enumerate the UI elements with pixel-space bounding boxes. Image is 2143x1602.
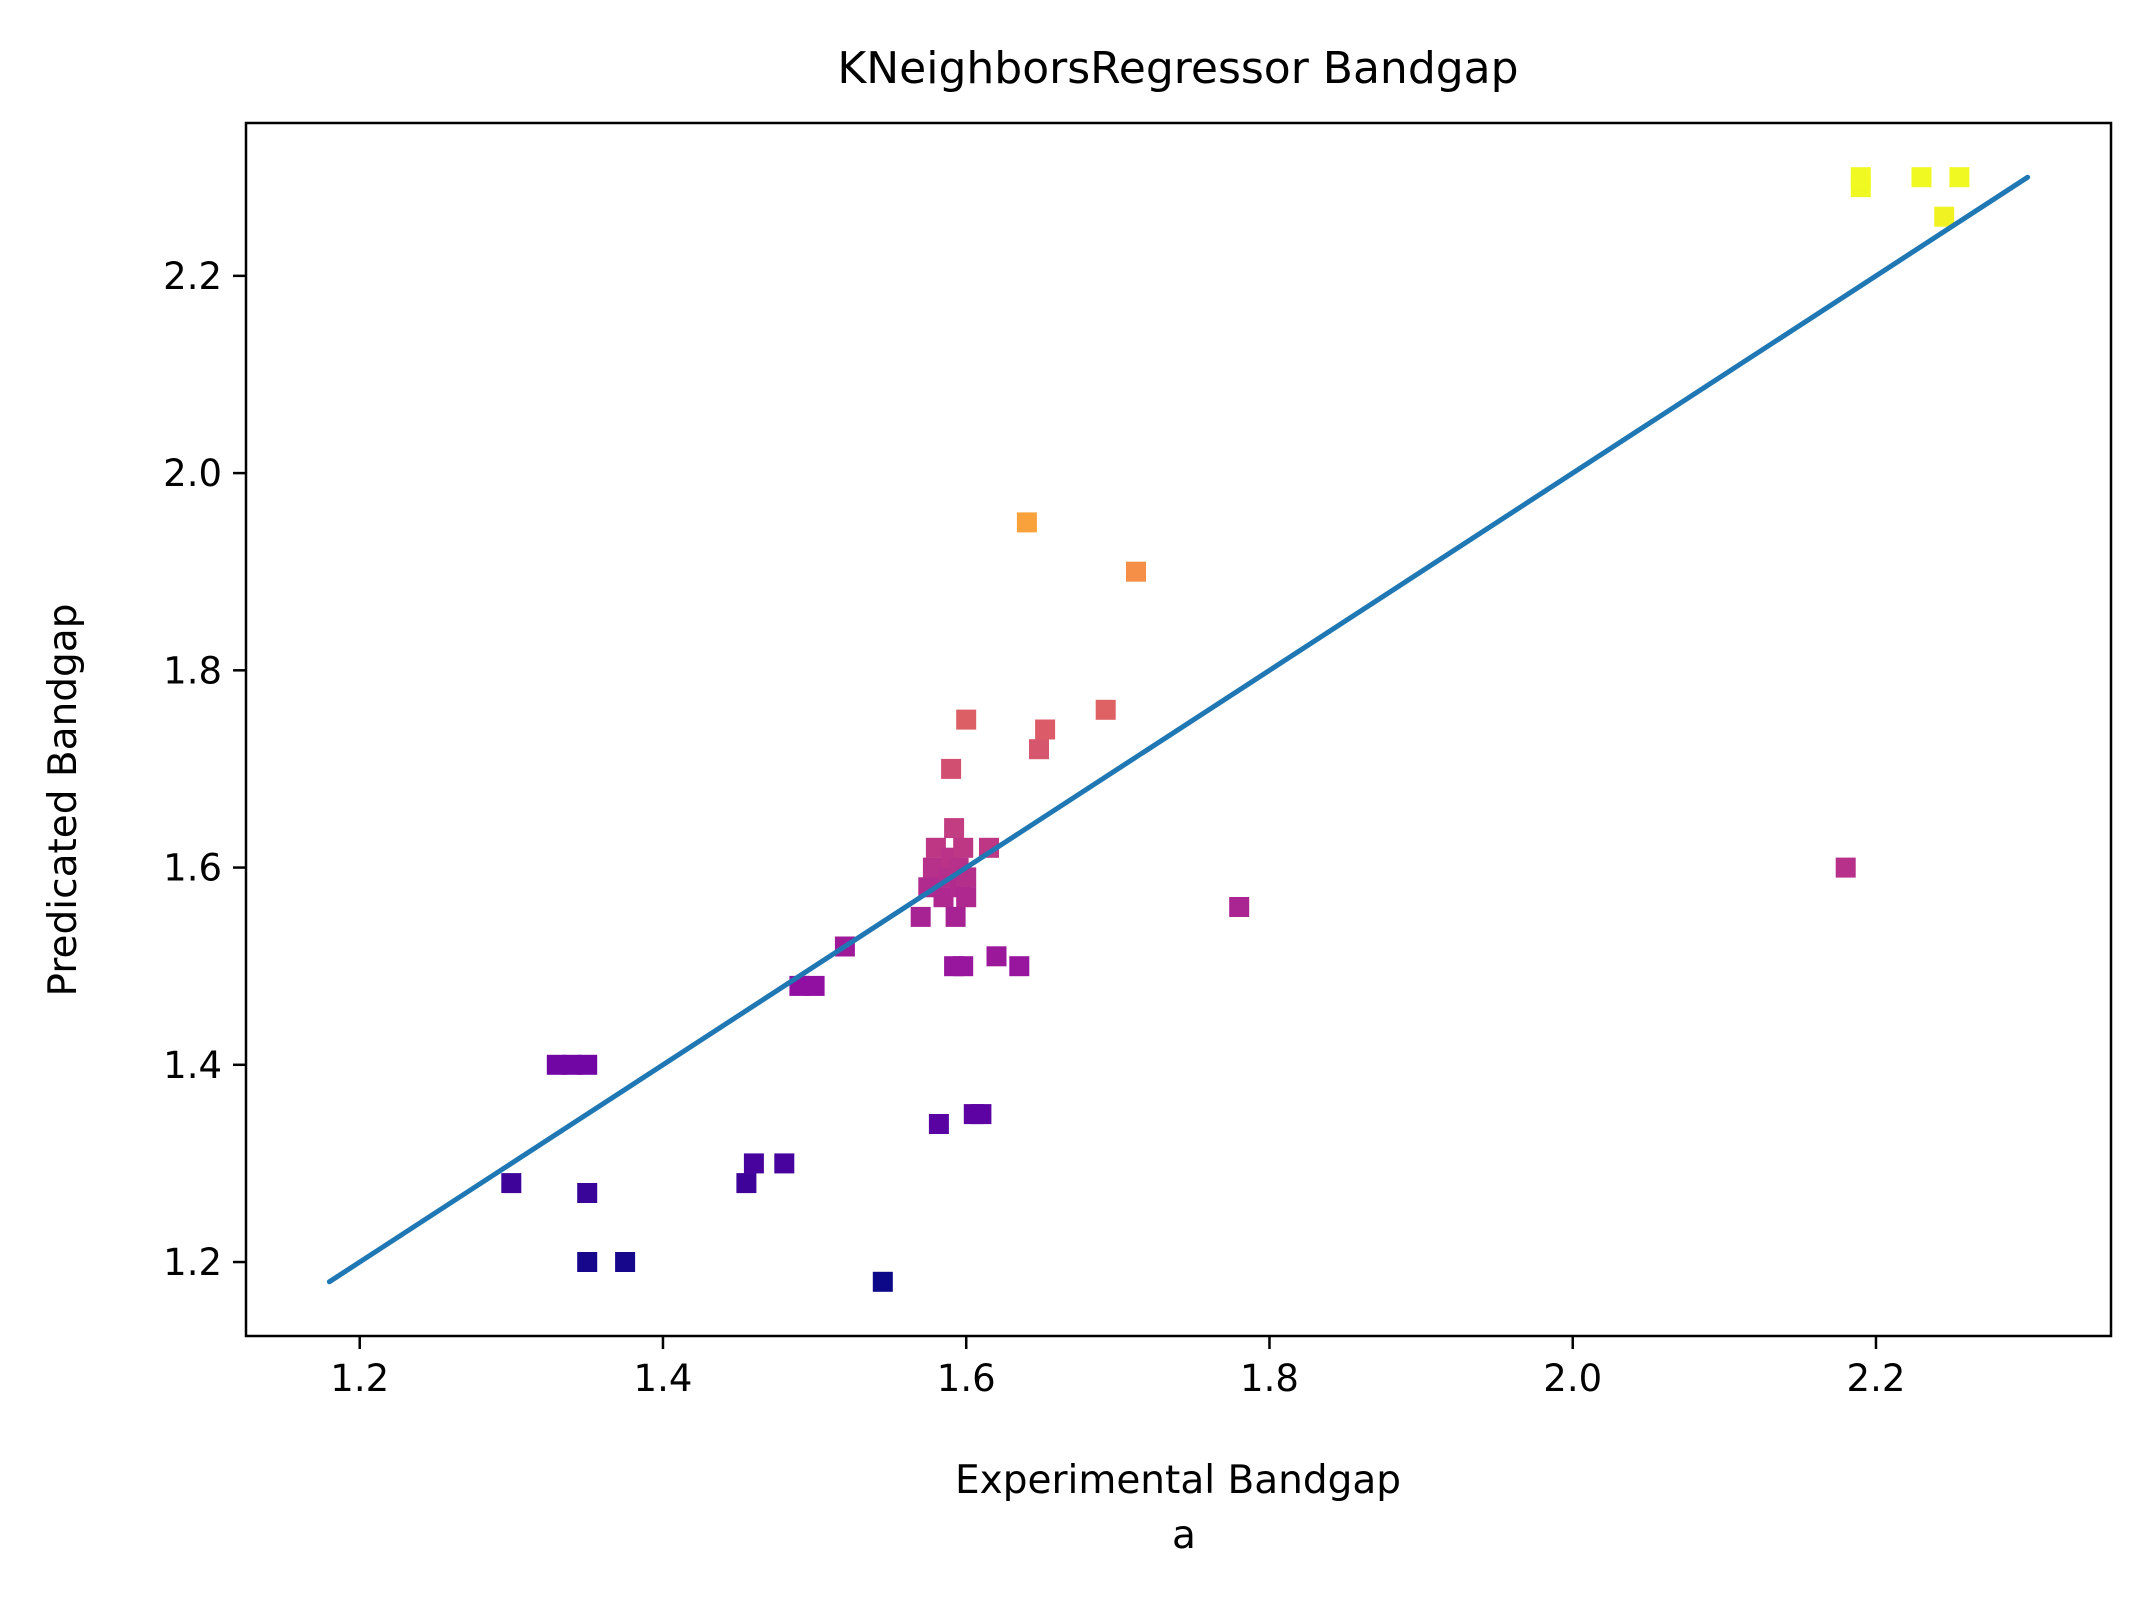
scatter-point bbox=[925, 837, 946, 858]
scatter-point bbox=[577, 1183, 598, 1203]
scatter-point bbox=[956, 709, 977, 730]
scatter-point bbox=[1229, 897, 1250, 917]
y-tick-label: 1.2 bbox=[163, 1241, 222, 1284]
y-tick-label: 1.4 bbox=[163, 1044, 222, 1087]
scatter-point bbox=[941, 758, 962, 779]
x-axis-label: Experimental Bandgap bbox=[955, 1458, 1401, 1503]
scatter-point bbox=[872, 1271, 893, 1292]
scatter-point bbox=[546, 1054, 567, 1075]
x-tick-label: 1.2 bbox=[330, 1357, 389, 1400]
scatter-point bbox=[577, 1054, 598, 1075]
scatter-point bbox=[1835, 857, 1856, 878]
scatter-point bbox=[953, 837, 974, 858]
x-tick-label: 2.2 bbox=[1847, 1357, 1906, 1400]
scatter-point bbox=[1934, 206, 1955, 227]
y-tick-label: 1.6 bbox=[163, 847, 222, 890]
scatter-point bbox=[1035, 719, 1056, 740]
scatter-point bbox=[1850, 167, 1871, 188]
scatter-point bbox=[933, 887, 954, 908]
x-tick-label: 1.4 bbox=[634, 1357, 693, 1400]
scatter-point bbox=[910, 906, 931, 927]
y-tick-label: 2.0 bbox=[163, 452, 222, 495]
scatter-point bbox=[953, 956, 974, 977]
x-tick-label: 1.6 bbox=[937, 1357, 996, 1400]
x-tick-label: 2.0 bbox=[1543, 1357, 1602, 1400]
y-tick-label: 2.2 bbox=[163, 255, 222, 298]
scatter-point bbox=[804, 975, 825, 996]
scatter-point bbox=[615, 1252, 636, 1272]
scatter-point bbox=[945, 906, 966, 927]
plot-area bbox=[326, 167, 2031, 1292]
axes: 1.2 1.4 1.6 1.8 2.0 2.2 1.2 1.4 1.6 1.8 2.0 2.2 bbox=[163, 121, 2113, 1400]
scatter-point bbox=[1126, 561, 1146, 582]
scatter-point bbox=[986, 946, 1007, 967]
scatter-point bbox=[562, 1054, 582, 1075]
y-tick-label: 1.8 bbox=[163, 649, 222, 692]
scatter-point bbox=[928, 1114, 949, 1134]
y-axis-label: Predicated Bandgap bbox=[41, 604, 86, 997]
scatter-point bbox=[918, 877, 939, 898]
scatter-points bbox=[501, 167, 1970, 1292]
scatter-point bbox=[577, 1252, 598, 1272]
scatter-point bbox=[1016, 512, 1037, 533]
scatter-point bbox=[1029, 739, 1049, 760]
scatter-point bbox=[922, 857, 943, 878]
reference-line bbox=[326, 174, 2031, 1285]
axes-frame bbox=[244, 121, 2113, 1338]
scatter-point bbox=[774, 1153, 795, 1174]
x-tick-label: 1.8 bbox=[1240, 1357, 1299, 1400]
scatter-point bbox=[743, 1153, 764, 1174]
scatter-point bbox=[1949, 167, 1970, 188]
scatter-point bbox=[971, 1104, 992, 1125]
scatter-point bbox=[956, 887, 977, 908]
chart-title: KNeighborsRegressor Bandgap bbox=[837, 43, 1518, 94]
scatter-point bbox=[736, 1173, 757, 1194]
scatter-point bbox=[1095, 699, 1116, 720]
scatter-point bbox=[1009, 956, 1030, 977]
subfigure-label: a bbox=[1172, 1513, 1196, 1558]
scatter-point bbox=[944, 818, 965, 839]
scatter-point bbox=[979, 837, 999, 858]
scatter-point bbox=[501, 1173, 522, 1194]
scatter-point bbox=[1911, 167, 1932, 188]
